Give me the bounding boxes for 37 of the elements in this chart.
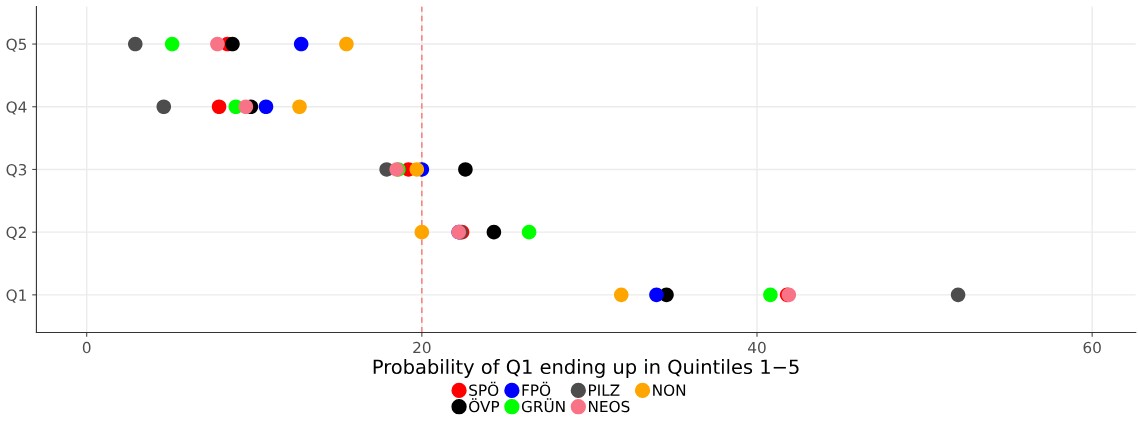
- x-tick-label: 20: [413, 341, 431, 354]
- x-tick-label: 60: [1083, 341, 1101, 354]
- point: [409, 162, 425, 177]
- legend-label: FPÖ: [522, 381, 551, 396]
- point: [414, 224, 430, 240]
- x-tick-label: 40: [748, 341, 766, 354]
- point: [156, 99, 172, 115]
- x-tick-label: 0: [82, 341, 91, 354]
- legend-label: NON: [653, 384, 686, 396]
- point: [292, 99, 307, 115]
- y-tick-label: Q3: [6, 163, 27, 178]
- point: [458, 162, 473, 177]
- point: [210, 36, 225, 52]
- point: [211, 99, 227, 115]
- legend-label: PILZ: [588, 384, 620, 396]
- point: [613, 287, 629, 303]
- point: [164, 36, 180, 52]
- point: [950, 287, 966, 303]
- point: [128, 36, 143, 52]
- point: [339, 36, 354, 52]
- point: [293, 36, 309, 52]
- x-axis-title: Probability of Q1 ending up in Quintiles 1−5: [373, 359, 799, 378]
- legend-label: GRÜN: [521, 398, 565, 413]
- point: [763, 287, 778, 303]
- y-tick-label: Q4: [6, 101, 27, 115]
- point: [521, 224, 537, 240]
- legend-label: NEOS: [588, 400, 630, 413]
- point: [649, 287, 664, 303]
- legend-label: ÖVP: [469, 398, 500, 413]
- point: [225, 36, 240, 52]
- y-tick-label: Q2: [6, 226, 26, 240]
- point: [238, 99, 254, 115]
- y-tick-label: Q5: [6, 38, 27, 52]
- legend-label: SPÖ: [469, 381, 499, 396]
- point: [258, 99, 274, 115]
- point: [486, 224, 502, 240]
- y-tick-label: Q1: [6, 289, 26, 303]
